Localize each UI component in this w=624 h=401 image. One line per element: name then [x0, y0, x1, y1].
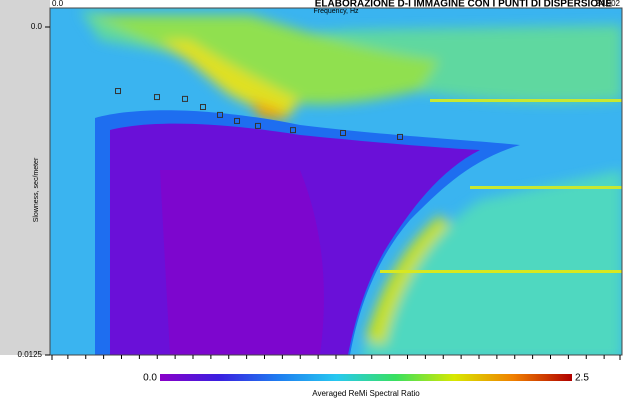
- dispersion-point: [199, 104, 206, 111]
- colorbar-max: 2.5: [575, 373, 589, 384]
- dispersion-point: [254, 122, 261, 129]
- x-axis-label: Frequency, Hz: [314, 8, 359, 15]
- dispersion-point: [234, 117, 241, 124]
- dispersion-point: [340, 130, 347, 137]
- left-panel: [0, 0, 50, 355]
- dispersion-point: [397, 133, 404, 140]
- dispersion-point: [290, 127, 297, 134]
- x-tick-label: 24.902: [596, 0, 621, 8]
- y-tick-label: 0.0125: [18, 350, 43, 359]
- dispersion-point: [153, 94, 160, 101]
- y-axis-label: Slowness, sec/meter: [33, 157, 40, 222]
- chart-title: ELABORAZIONE D-I IMMAGINE CON I PUNTI DI…: [315, 0, 613, 10]
- y-tick-label: 0.0: [31, 22, 43, 31]
- dispersion-point: [216, 111, 223, 118]
- x-tick-label: 0.0: [52, 0, 64, 8]
- dispersion-point: [115, 88, 122, 95]
- colorbar-label: Averaged ReMi Spectral Ratio: [312, 389, 420, 398]
- colorbar-min: 0.0: [143, 373, 157, 384]
- heatmap: [50, 8, 622, 355]
- colorbar: [160, 374, 572, 381]
- dispersion-point: [182, 95, 189, 102]
